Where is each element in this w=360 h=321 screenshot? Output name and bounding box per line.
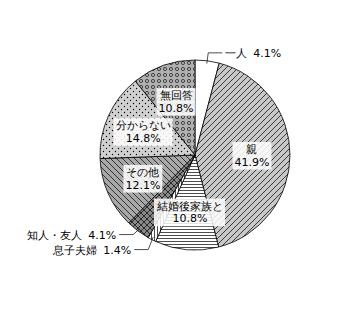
slices: [100, 60, 290, 250]
slice-label: 親41.9%: [233, 142, 272, 170]
slice-label: その他12.1%: [123, 165, 162, 193]
labels: 親41.9%結婚後家族と10.8%その他12.1%分からない14.8%無回答10…: [27, 46, 281, 256]
category-label: 親: [246, 143, 257, 156]
leader-line: [119, 229, 140, 235]
data-label: 14.8%: [126, 132, 161, 145]
label-background: [154, 199, 225, 227]
category-label: 結婚後家族と: [156, 200, 223, 213]
slice-label-text: 結婚後家族と10.8%: [156, 200, 223, 226]
category-label: 分からない: [116, 119, 171, 132]
slice-label-text: 親41.9%: [235, 143, 270, 169]
data-label: 4.1%: [253, 46, 281, 59]
category-label: 息子夫婦: [52, 243, 97, 256]
slice-label-text: その他12.1%: [125, 166, 160, 192]
category-label: その他: [126, 166, 159, 179]
slice-label-text: 分からない14.8%: [116, 119, 171, 145]
leader-line: [134, 237, 153, 249]
label-background: [114, 118, 173, 146]
data-label: 4.1%: [88, 228, 116, 241]
slice-label-text: 無回答10.8%: [159, 89, 194, 115]
slice-label-text: 知人・友人 4.1%: [27, 228, 116, 241]
label-background: [157, 88, 196, 116]
slice-label-text: 一人 4.1%: [225, 46, 281, 59]
category-label: 知人・友人: [27, 228, 82, 241]
data-label: 10.8%: [159, 102, 194, 115]
slice-label: 結婚後家族と10.8%: [154, 199, 225, 227]
slice-label-text: 息子夫婦 1.4%: [52, 243, 131, 256]
chart: 親41.9%結婚後家族と10.8%その他12.1%分からない14.8%無回答10…: [0, 0, 360, 321]
category-label: 一人: [225, 46, 247, 59]
label-background: [123, 165, 162, 193]
slice-label: 分からない14.8%: [114, 118, 173, 146]
label-background: [233, 142, 272, 170]
data-label: 12.1%: [125, 179, 160, 192]
data-label: 41.9%: [235, 156, 270, 169]
category-label: 無回答: [160, 89, 193, 102]
data-label: 10.8%: [173, 212, 208, 225]
leader-line: [207, 53, 222, 64]
slice-label: 無回答10.8%: [157, 88, 196, 116]
data-label: 1.4%: [103, 243, 131, 256]
